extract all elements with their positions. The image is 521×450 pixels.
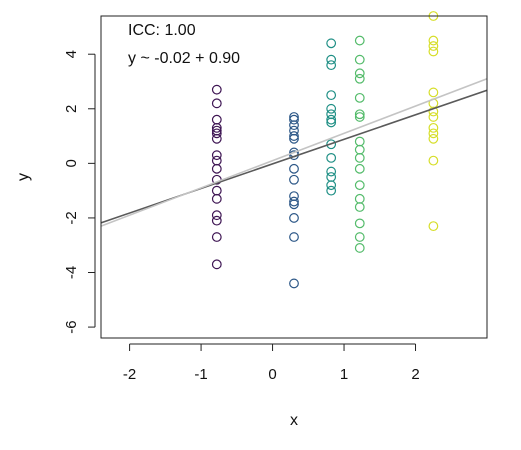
data-point-3-11 (354, 180, 365, 191)
data-point-1-14 (289, 232, 299, 242)
data-point-4-4 (428, 87, 439, 98)
data-point-1-4 (289, 131, 299, 141)
data-point-3-4 (354, 92, 365, 103)
data-point-3-1 (354, 54, 365, 65)
data-point-0-9 (211, 163, 222, 174)
x-axis-title: x (290, 412, 298, 429)
regression-lines (101, 78, 487, 227)
data-point-1-13 (289, 213, 299, 223)
data-point-0-14 (211, 215, 222, 226)
data-point-1-5 (289, 133, 299, 144)
y-tick-label-3: 0 (63, 159, 80, 167)
data-point-2-7 (326, 117, 337, 128)
data-point-3-13 (354, 202, 365, 212)
regression-line-0 (101, 89, 487, 224)
x-tick-label-0: -2 (123, 366, 136, 383)
data-point-1-15 (289, 278, 299, 289)
data-point-0-15 (211, 232, 222, 242)
data-point-1-9 (289, 174, 299, 185)
data-point-2-4 (326, 103, 337, 114)
data-point-4-7 (428, 112, 439, 122)
x-tick-label-4: 2 (411, 366, 419, 383)
data-point-3-12 (354, 193, 365, 204)
equation-annotation: y ~ -0.02 + 0.90 (128, 50, 240, 67)
data-point-2-3 (326, 90, 337, 101)
data-point-4-6 (428, 106, 439, 117)
data-point-0-12 (211, 193, 222, 204)
regression-line-1 (101, 78, 487, 227)
data-point-4-9 (428, 128, 439, 139)
data-point-2-1 (326, 54, 337, 65)
data-point-4-10 (428, 133, 439, 144)
data-point-3-3 (354, 73, 365, 84)
data-point-3-9 (354, 152, 365, 163)
x-tick-label-3: 1 (340, 366, 348, 383)
data-point-3-10 (354, 163, 365, 174)
data-point-1-1 (289, 114, 299, 125)
data-point-1-2 (289, 120, 299, 131)
plot-frame (100, 15, 488, 339)
data-point-3-2 (354, 68, 365, 79)
data-point-0-16 (211, 259, 222, 270)
data-point-3-6 (354, 112, 365, 122)
data-point-3-16 (354, 243, 365, 253)
y-tick-label-1: -4 (63, 266, 80, 279)
data-point-1-12 (289, 199, 299, 210)
data-point-4-11 (428, 155, 439, 166)
data-point-1-11 (289, 196, 299, 207)
data-point-0-11 (211, 185, 222, 196)
y-tick-label-2: -2 (63, 211, 80, 224)
data-point-3-14 (354, 218, 365, 229)
data-point-0-2 (211, 114, 222, 125)
data-point-2-12 (326, 180, 337, 191)
data-point-4-3 (428, 46, 439, 57)
data-point-4-12 (428, 221, 439, 232)
data-point-2-11 (326, 172, 337, 182)
data-point-3-0 (354, 35, 365, 46)
data-point-2-0 (326, 38, 337, 49)
points-layer (211, 11, 439, 289)
data-point-0-1 (211, 98, 222, 109)
y-tick-label-4: 2 (63, 105, 80, 113)
data-point-3-15 (354, 232, 365, 242)
data-point-2-9 (326, 152, 337, 163)
x-tick-label-2: 0 (268, 366, 276, 383)
y-tick-label-0: -6 (63, 320, 80, 333)
data-point-2-2 (326, 60, 337, 71)
data-point-0-6 (211, 133, 222, 144)
icc-annotation: ICC: 1.00 (128, 22, 196, 39)
data-point-0-0 (211, 84, 222, 95)
y-axis: -6 -4 -2 0 2 4 (63, 50, 96, 334)
data-point-0-7 (211, 150, 222, 161)
data-point-3-8 (354, 144, 365, 155)
x-axis: -2 -1 0 1 2 (123, 343, 420, 383)
data-point-4-1 (428, 35, 439, 46)
data-point-0-3 (211, 122, 222, 133)
data-point-2-6 (326, 114, 337, 125)
data-point-2-8 (326, 139, 337, 150)
x-tick-label-1: -1 (194, 366, 207, 383)
data-point-2-13 (326, 185, 337, 196)
data-point-4-2 (428, 41, 439, 51)
y-tick-label-5: 4 (63, 50, 80, 58)
data-point-0-13 (211, 210, 222, 221)
data-point-4-8 (428, 122, 439, 133)
data-point-0-8 (211, 155, 222, 166)
data-point-0-5 (211, 128, 222, 139)
data-point-1-8 (289, 163, 299, 174)
y-axis-title: y (15, 173, 32, 181)
data-point-2-10 (326, 166, 337, 177)
data-point-3-7 (354, 136, 365, 147)
data-point-3-5 (354, 109, 365, 120)
